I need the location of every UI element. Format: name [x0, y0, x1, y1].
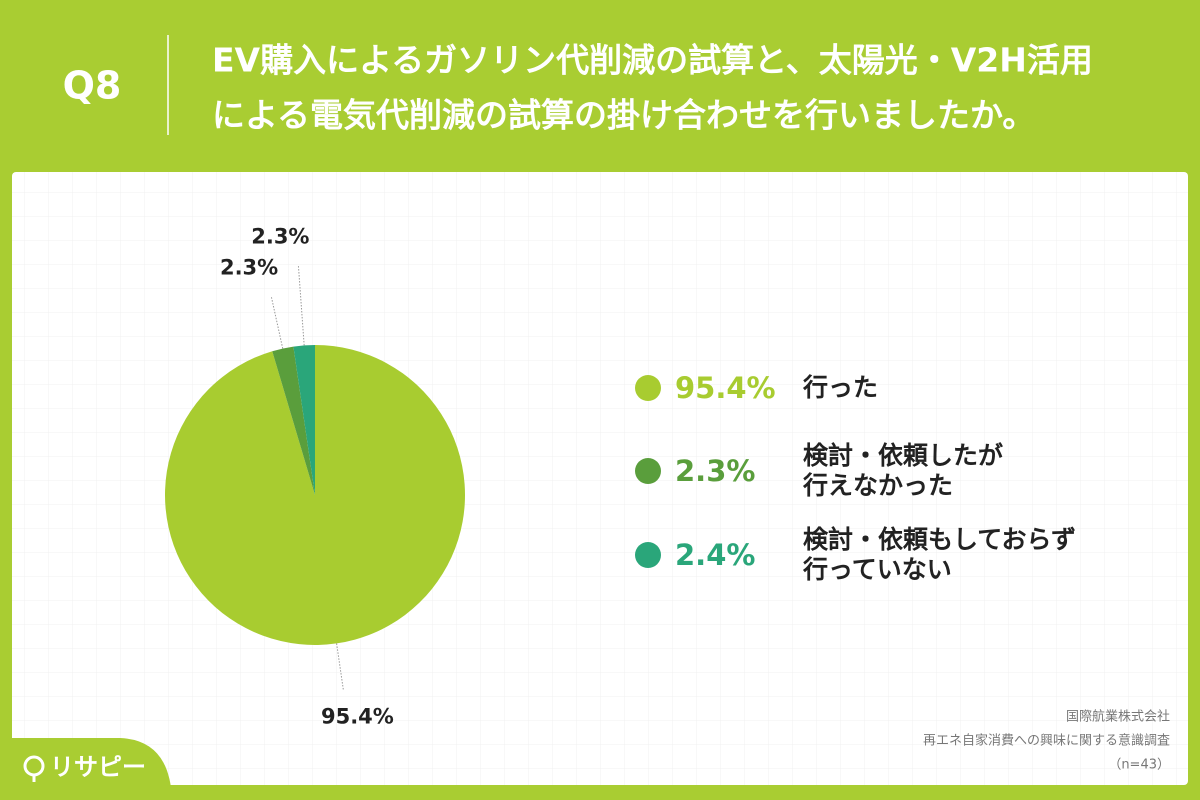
legend-label: 検討・依頼もしておらず 行っていない: [803, 525, 1077, 584]
brand: リサピー: [50, 753, 146, 781]
pie-slice: [272, 346, 315, 495]
legend-label: 行った: [803, 373, 879, 402]
data-label: 2.3%: [251, 225, 309, 249]
leader-line: [336, 643, 344, 691]
legend-value: 95.4%: [675, 371, 776, 405]
pie-slice: [165, 345, 466, 645]
leader-line: [270, 295, 284, 349]
data-label: 2.3%: [220, 255, 278, 279]
legend-value: 2.4%: [675, 538, 755, 572]
brand-badge: [0, 738, 172, 800]
question-number: Q8: [63, 64, 122, 108]
leader-line: [297, 265, 305, 346]
source: 国際航業株式会社: [1066, 709, 1170, 725]
pie-slice: [293, 345, 315, 495]
legend-value: 2.3%: [675, 454, 755, 488]
legend-marker: [635, 542, 661, 568]
title-line: EV購入によるガソリン代削減の試算と、太陽光・V2H活用: [212, 41, 1093, 80]
legend-label: 検討・依頼したが 行えなかった: [803, 441, 1004, 500]
title-line: による電気代削減の試算の掛け合わせを行いましたか。: [212, 96, 1035, 135]
data-label: 95.4%: [321, 705, 394, 729]
source: （n=43）: [1108, 758, 1170, 773]
source: 再エネ自家消費への興味に関する意識調査: [923, 733, 1170, 749]
legend-marker: [635, 458, 661, 484]
legend-marker: [635, 375, 661, 401]
